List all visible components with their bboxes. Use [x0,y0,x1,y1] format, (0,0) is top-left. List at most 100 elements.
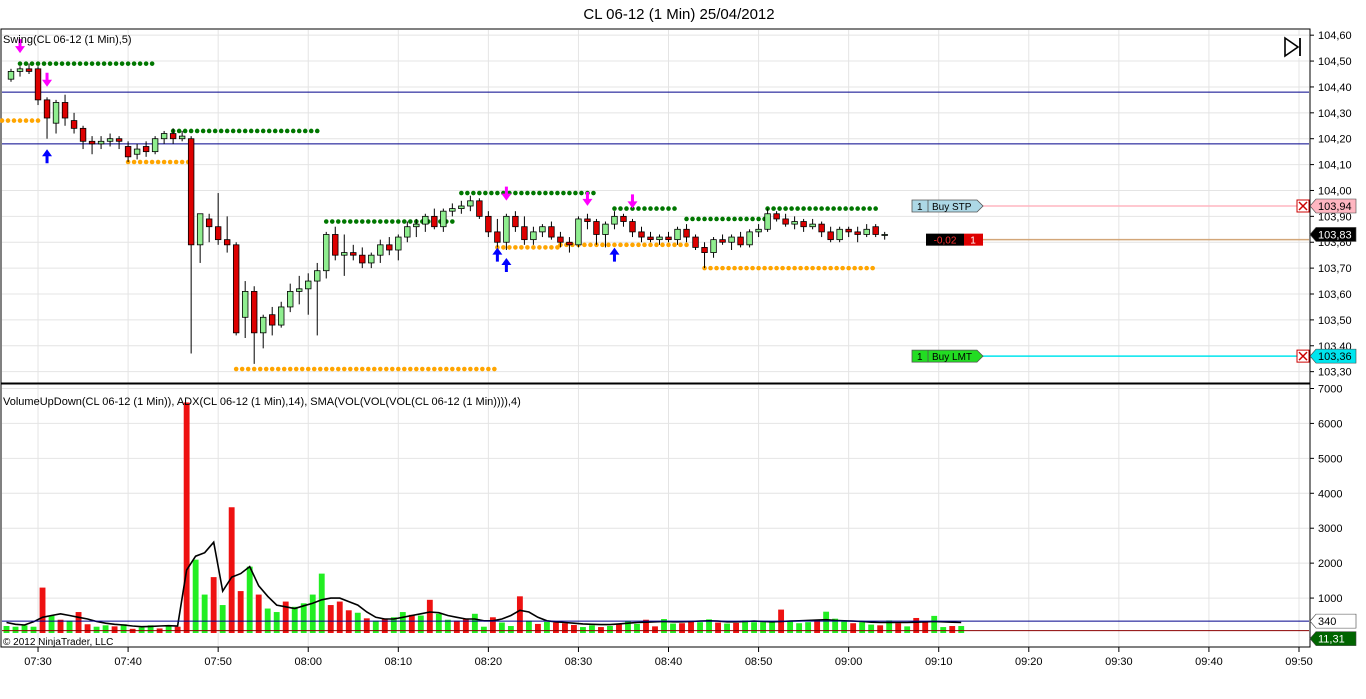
candle-up[interactable] [341,252,348,256]
volume-bar-up[interactable] [192,559,199,633]
volume-bar-up[interactable] [165,626,172,633]
volume-bar-down[interactable] [562,623,568,633]
candle-down[interactable] [476,200,483,217]
volume-bar-down[interactable] [327,605,334,633]
candle-down[interactable] [25,68,33,72]
candle-down[interactable] [142,146,150,153]
candle-up[interactable] [602,223,609,235]
candle-down[interactable] [251,291,258,334]
volume-bar-up[interactable] [543,621,550,633]
candle-up[interactable] [323,234,330,272]
candle-down[interactable] [350,252,357,256]
candle-up[interactable] [449,208,456,212]
candle-up[interactable] [106,138,114,142]
candle-up[interactable] [755,228,762,233]
candle-down[interactable] [719,239,726,243]
volume-bar-down[interactable] [534,623,541,633]
candle-down[interactable] [269,314,276,326]
candle-up[interactable] [196,213,204,246]
candle-down[interactable] [223,239,231,246]
volume-bar-up[interactable] [21,625,28,633]
volume-bar-down[interactable] [877,625,884,633]
volume-bar-down[interactable] [922,622,929,633]
volume-bar-down[interactable] [688,621,694,633]
volume-bar-up[interactable] [372,620,379,633]
candle-up[interactable] [809,223,816,228]
candle-down[interactable] [566,241,573,246]
candle-up[interactable] [440,210,447,228]
volume-bar-down[interactable] [228,507,235,633]
volume-bar-down[interactable] [345,610,352,633]
volume-bar-up[interactable] [940,627,947,633]
volume-bar-down[interactable] [552,622,559,633]
candle-up[interactable] [764,213,771,230]
volume-bar-up[interactable] [832,618,839,633]
volume-bar-down[interactable] [237,591,244,633]
volume-bar-up[interactable] [93,626,100,633]
candle-up[interactable] [611,215,618,225]
volume-bar-up[interactable] [670,623,676,633]
candle-down[interactable] [431,215,438,228]
volume-bar-up[interactable] [823,611,830,633]
candle-down[interactable] [845,228,852,233]
volume-bar-up[interactable] [471,613,478,633]
volume-bar-down[interactable] [75,612,82,633]
candle-up[interactable] [458,205,465,209]
candle-down[interactable] [359,254,366,264]
volume-bar-down[interactable] [183,402,190,633]
volume-bar-up[interactable] [706,619,712,633]
candle-up[interactable] [151,138,159,153]
candle-up[interactable] [7,71,15,80]
position-qty-box[interactable] [964,233,983,246]
candle-up[interactable] [656,236,663,241]
volume-bar-up[interactable] [580,627,586,633]
volume-bar-up[interactable] [444,619,451,633]
volume-bar-down[interactable] [814,619,821,633]
volume-bar-up[interactable] [886,620,893,633]
candle-up[interactable] [881,234,888,236]
candle-down[interactable] [70,120,78,129]
candle-up[interactable] [260,316,267,334]
candle-up[interactable] [422,215,429,225]
volume-bar-up[interactable] [525,620,532,633]
candle-up[interactable] [305,280,312,290]
candle-down[interactable] [683,228,690,238]
candle-up[interactable] [710,239,717,253]
candle-down[interactable] [818,223,825,233]
candle-down[interactable] [665,236,672,241]
volume-bar-down[interactable] [652,626,658,633]
volume-bar-up[interactable] [607,626,613,633]
volume-bar-down[interactable] [363,618,370,633]
candle-down[interactable] [737,236,744,246]
candle-up[interactable] [530,231,537,241]
volume-bar-down[interactable] [255,594,262,633]
volume-bar-up[interactable] [661,619,667,633]
candle-down[interactable] [800,221,807,228]
volume-bar-up[interactable] [318,573,325,633]
buy-limit-order[interactable]: 1 Buy LMT [911,349,1310,363]
candle-down[interactable] [386,244,393,251]
volume-bar-up[interactable] [147,625,154,633]
close-icon[interactable] [1296,349,1310,363]
volume-bar-up[interactable] [742,620,748,633]
candle-down[interactable] [584,218,591,222]
candle-down[interactable] [593,221,600,235]
candle-down[interactable] [214,226,222,241]
volume-bar-up[interactable] [507,626,514,633]
volume-bar-up[interactable] [201,594,208,633]
volume-bar-up[interactable] [751,622,758,633]
buy-stop-order-tag[interactable] [911,199,984,213]
volume-bar-up[interactable] [219,605,226,633]
candle-up[interactable] [133,148,141,155]
candle-up[interactable] [674,228,681,241]
volume-bar-up[interactable] [859,622,866,633]
candle-up[interactable] [575,218,582,246]
volume-bar-down[interactable] [489,617,496,633]
volume-bar-down[interactable] [174,626,181,633]
volume-bar-up[interactable] [841,621,848,633]
volume-bar-up[interactable] [931,615,938,633]
candle-up[interactable] [791,221,798,225]
volume-bar-down[interactable] [426,599,433,633]
volume-bar-down[interactable] [516,596,523,633]
